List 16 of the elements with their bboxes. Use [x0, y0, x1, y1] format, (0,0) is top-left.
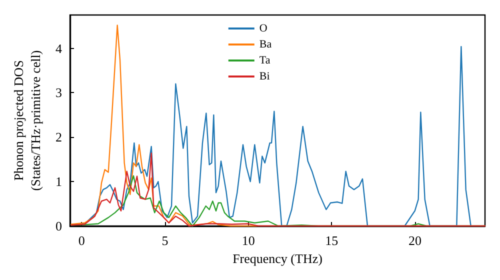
y-tick-label: 0 — [56, 218, 62, 234]
x-tick-label: 20 — [408, 233, 422, 248]
y-tick-label: 1 — [56, 174, 62, 190]
legend-label: Ba — [259, 38, 272, 50]
y-tick-label: 4 — [56, 40, 62, 56]
x-tick-label: 15 — [325, 233, 338, 248]
y-tick-label: 3 — [56, 85, 62, 100]
legend-label: Ta — [259, 54, 270, 66]
x-tick-label: 5 — [162, 233, 168, 248]
x-tick-label: 0 — [78, 233, 85, 248]
y-axis-title: Phonon projected DOS (States/THz·primitive cell) — [11, 50, 43, 191]
legend-label: Bi — [259, 70, 270, 82]
y-tick-label: 2 — [56, 130, 62, 145]
x-tick-label: 10 — [242, 233, 255, 248]
x-axis-title: Frequency (THz) — [232, 250, 322, 266]
legend-label: O — [259, 22, 268, 34]
